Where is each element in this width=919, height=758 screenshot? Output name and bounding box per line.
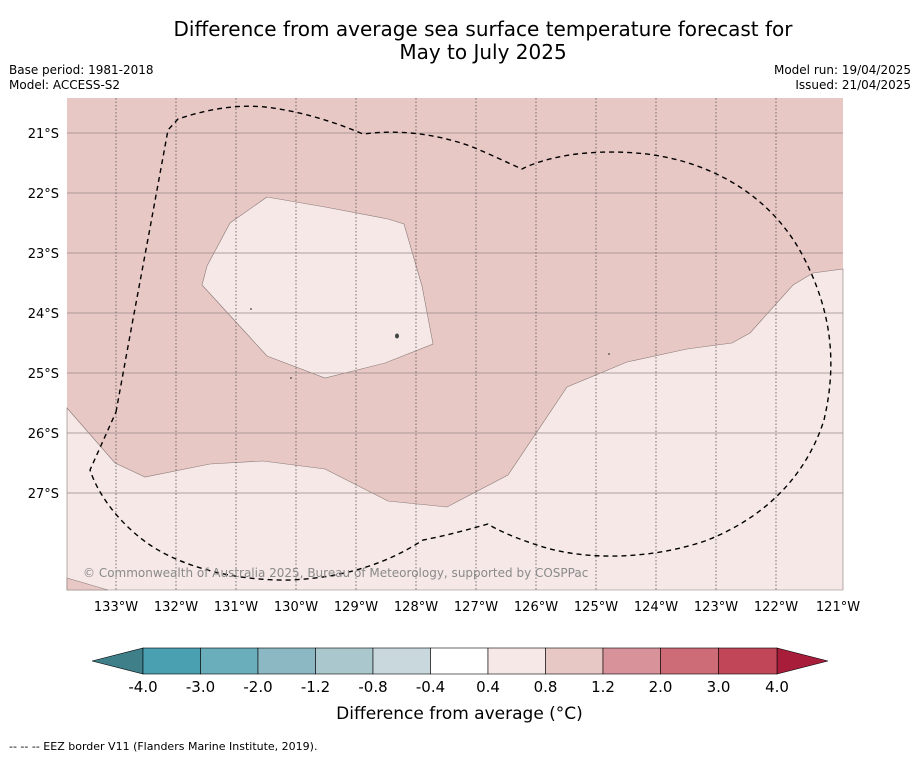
lat-label: 22°S <box>28 187 59 202</box>
colorbar-tick-label: 0.4 <box>476 678 500 696</box>
colorbar-segment <box>602 647 661 675</box>
lat-label: 24°S <box>28 307 59 322</box>
colorbar-tick-label: 2.0 <box>649 678 673 696</box>
colorbar-segment <box>487 647 546 675</box>
lon-label: 126°W <box>514 600 558 615</box>
colorbar-tick-label: 4.0 <box>765 678 789 696</box>
model-name: Model: ACCESS-S2 <box>9 78 121 92</box>
lon-label: 124°W <box>634 600 678 615</box>
colorbar-tick-label: -0.4 <box>416 678 445 696</box>
title-line-1: Difference from average sea surface temp… <box>173 17 793 41</box>
eez-border <box>89 105 832 581</box>
eez-footnote: -- -- -- EEZ border V11 (Flanders Marine… <box>9 740 318 753</box>
colorbar-segment <box>545 647 604 675</box>
colorbar-tick-label: -3.0 <box>186 678 215 696</box>
colorbar-segment <box>257 647 316 675</box>
colorbar-tick-label: -1.2 <box>301 678 330 696</box>
colorbar-over-triangle <box>776 647 829 675</box>
colorbar-tick-label: 0.8 <box>534 678 558 696</box>
issued-date: Issued: 21/04/2025 <box>795 78 911 92</box>
contour-patch-center <box>201 196 434 379</box>
colorbar-tick-label: 3.0 <box>707 678 731 696</box>
base-period: Base period: 1981-2018 <box>9 63 154 77</box>
title-line-2: May to July 2025 <box>399 40 567 64</box>
meta-left: Base period: 1981-2018 Model: ACCESS-S2 <box>9 63 154 93</box>
lon-label: 122°W <box>754 600 798 615</box>
colorbar-segment <box>315 647 374 675</box>
lat-label: 23°S <box>28 247 59 262</box>
contour-dot-4 <box>608 353 610 355</box>
model-run: Model run: 19/04/2025 <box>773 63 911 77</box>
copyright-notice: © Commonwealth of Australia 2025, Bureau… <box>83 566 588 580</box>
lon-label: 132°W <box>154 600 198 615</box>
lon-gridlines <box>115 98 777 590</box>
meta-right: Model run: 19/04/2025 Issued: 21/04/2025 <box>774 63 911 93</box>
lon-label: 123°W <box>694 600 738 615</box>
lon-label: 127°W <box>454 600 498 615</box>
colorbar-tick-label: 1.2 <box>591 678 615 696</box>
lon-label: 133°W <box>94 600 138 615</box>
colorbar-tick-label: -4.0 <box>128 678 157 696</box>
contour-band-lower <box>66 268 844 591</box>
colorbar-segment <box>718 647 778 675</box>
lon-label: 125°W <box>574 600 618 615</box>
lon-label: 131°W <box>214 600 258 615</box>
colorbar-tick-label: -2.0 <box>243 678 272 696</box>
contour-dot-1 <box>395 333 399 339</box>
lat-label: 26°S <box>28 427 59 442</box>
lat-labels: 21°S 22°S 23°S 24°S 25°S 26°S 27°S <box>28 127 59 502</box>
colorbar-segment <box>660 647 719 675</box>
lat-label: 25°S <box>28 367 59 382</box>
colorbar: -4.0 -3.0 -2.0 -1.2 -0.8 -0.4 0.4 0.8 1.… <box>91 647 829 696</box>
colorbar-tick-labels: -4.0 -3.0 -2.0 -1.2 -0.8 -0.4 0.4 0.8 1.… <box>128 678 789 696</box>
lon-label: 128°W <box>394 600 438 615</box>
lon-label: 129°W <box>334 600 378 615</box>
map-title: Difference from average sea surface temp… <box>0 18 919 64</box>
lon-labels: 133°W 132°W 131°W 130°W 129°W 128°W 127°… <box>94 600 860 615</box>
contour-patch-corner <box>66 577 109 591</box>
colorbar-segment <box>430 647 489 675</box>
colorbar-under-triangle <box>91 647 144 675</box>
colorbar-segment <box>142 647 201 675</box>
lon-label: 121°W <box>816 600 860 615</box>
lat-label: 27°S <box>28 487 59 502</box>
colorbar-title: Difference from average (°C) <box>336 704 583 724</box>
colorbar-segment <box>372 647 431 675</box>
colorbar-segment <box>200 647 259 675</box>
lat-gridlines <box>67 132 843 494</box>
lon-label: 130°W <box>274 600 318 615</box>
colorbar-tick-label: -0.8 <box>358 678 387 696</box>
map-panel: © Commonwealth of Australia 2025, Bureau… <box>66 98 844 591</box>
lat-label: 21°S <box>28 127 59 142</box>
contour-dot-3 <box>290 377 292 379</box>
contour-dot-2 <box>250 308 252 310</box>
